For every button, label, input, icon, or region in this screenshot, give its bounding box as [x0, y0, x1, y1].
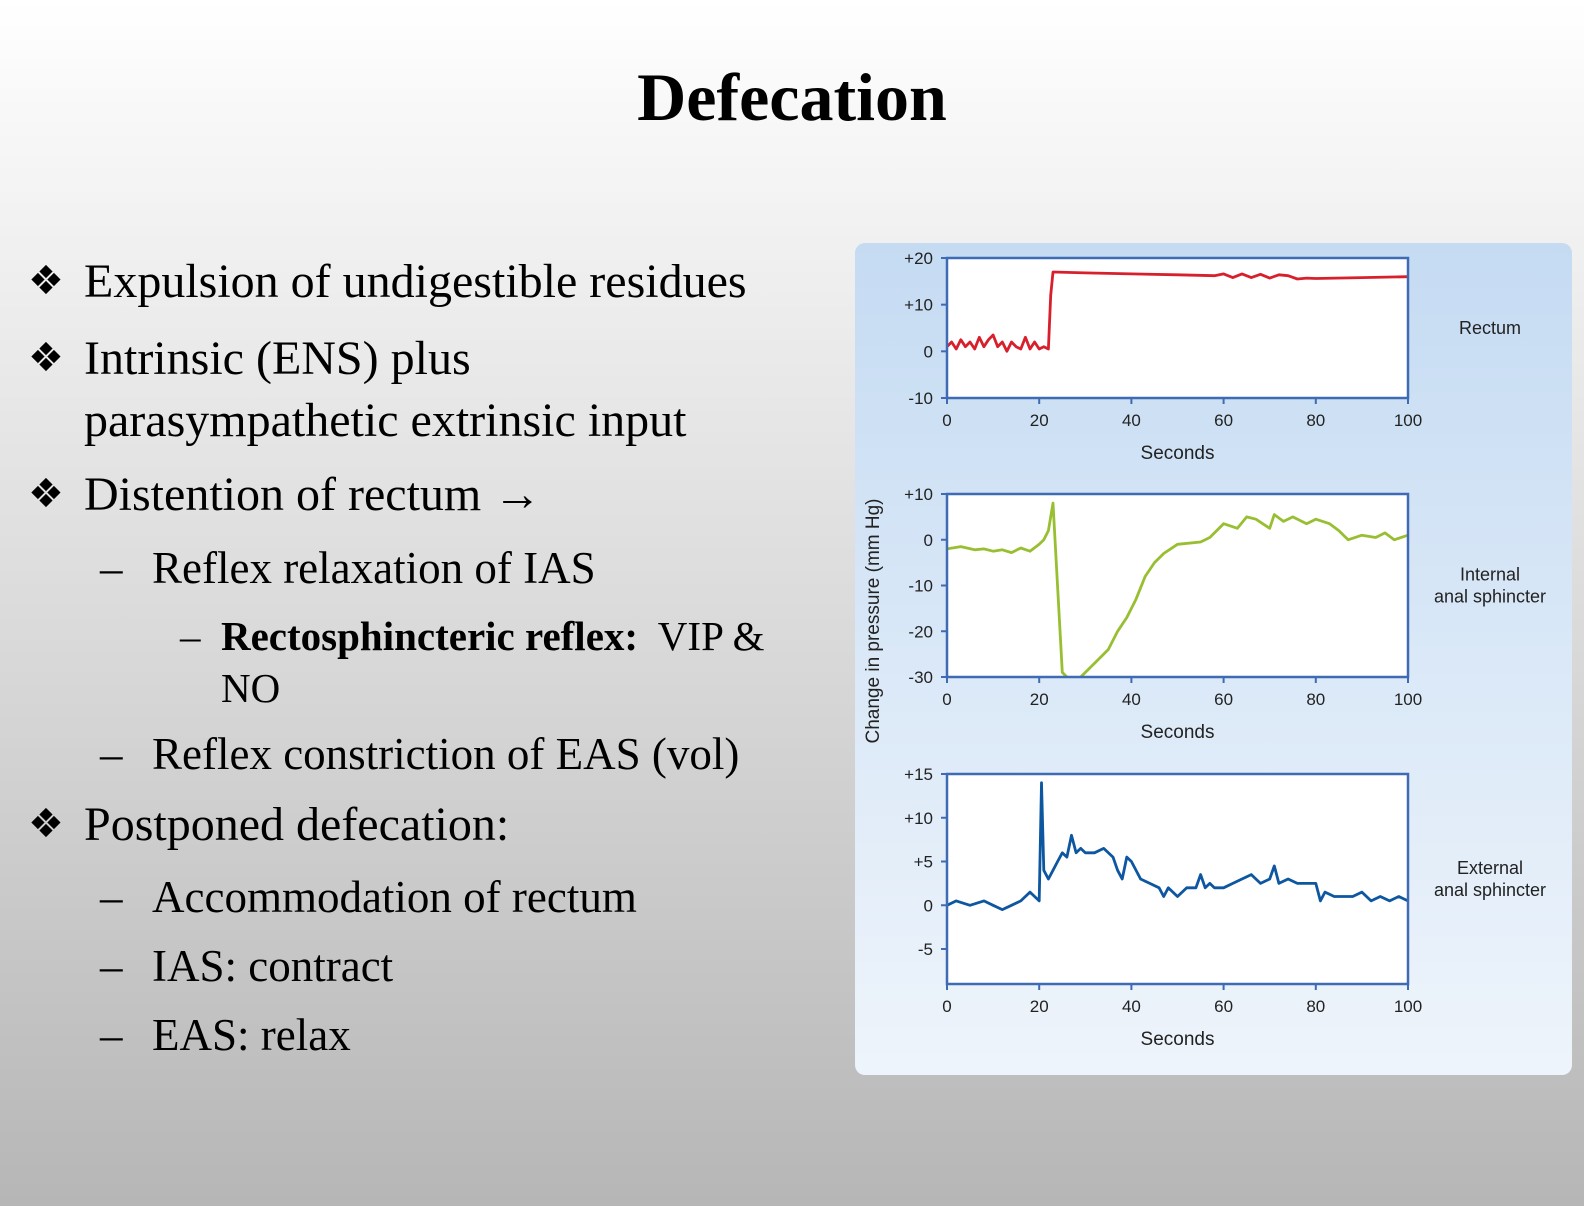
series-label: Internal anal sphincter	[1434, 565, 1546, 607]
dash-marker: –	[100, 729, 123, 779]
x-tick-label: 20	[1030, 411, 1049, 430]
y-tick-label: 0	[924, 531, 933, 550]
dash-marker: –	[180, 613, 201, 659]
bullet-text-continuation: parasympathetic extrinsic input	[84, 394, 687, 447]
x-tick-label: 100	[1394, 411, 1422, 430]
y-tick-label: +15	[904, 765, 933, 784]
series-label: External anal sphincter	[1434, 858, 1546, 900]
x-tick-label: 100	[1394, 997, 1422, 1016]
chart-panel-1: +10 0 -10 -20 -30 0 20 40 60 80 100 Seconds Internal…	[904, 485, 1546, 743]
x-tick-label: 40	[1122, 997, 1141, 1016]
dash-marker: –	[100, 543, 123, 593]
bullet-marker-icon: ❖	[28, 335, 64, 381]
x-tick-label: 20	[1030, 997, 1049, 1016]
chart-panel-2: +15 +10 +5 0 -5 0 20 40 60 80 100 Seconds External an…	[904, 765, 1546, 1050]
sub-bullet-text: EAS: relax	[152, 1010, 351, 1060]
x-tick-label: 80	[1306, 690, 1325, 709]
slide-title: Defecation	[637, 59, 947, 135]
series-line-rectum	[947, 270, 1408, 353]
x-tick-label: 80	[1306, 997, 1325, 1016]
y-tick-label: -20	[908, 622, 933, 641]
x-tick-label: 40	[1122, 690, 1141, 709]
y-tick-label: 0	[924, 342, 933, 361]
chart-panel-0: +20 +10 0 -10 0 20 40 60 80 100 Seconds Rectum	[904, 249, 1521, 464]
x-tick-label: 20	[1030, 690, 1049, 709]
dash-marker: –	[100, 1010, 123, 1060]
bullet-list: ❖ Expulsion of undigestible residues ❖ I…	[28, 255, 765, 1060]
dash-marker: –	[100, 941, 123, 991]
bullet-marker-icon: ❖	[28, 258, 64, 304]
plot-area	[947, 774, 1408, 984]
bullet-marker-icon: ❖	[28, 801, 64, 847]
x-axis-title: Seconds	[1141, 722, 1215, 743]
y-tick-label: -10	[908, 389, 933, 408]
series-line-internal	[947, 501, 1408, 677]
bold-term: Rectosphincteric reflex:	[221, 613, 639, 659]
plot-frame	[945, 256, 1410, 400]
x-tick-label: 60	[1214, 690, 1233, 709]
y-tick-label: -30	[908, 668, 933, 687]
y-tick-label: +10	[904, 485, 933, 504]
sub-bullet-text: Reflex relaxation of IAS	[152, 543, 596, 593]
plot-area	[947, 258, 1408, 398]
series-label: Rectum	[1459, 318, 1521, 338]
y-tick-label: +10	[904, 296, 933, 315]
sub-bullet-text: IAS: contract	[152, 941, 394, 991]
pressure-figure: Change in pressure (mm Hg) +20 +10 0 -10 0 20…	[855, 243, 1572, 1075]
x-tick-label: 100	[1394, 690, 1422, 709]
x-tick-label: 0	[942, 690, 951, 709]
bullet-text: Expulsion of undigestible residues	[84, 255, 747, 308]
y-axis-title: Change in pressure (mm Hg)	[863, 499, 884, 744]
sub-sub-bullet-continuation: NO	[221, 665, 281, 711]
bullet-text: Postponed defecation:	[84, 798, 510, 851]
x-tick-label: 0	[942, 411, 951, 430]
sub-sub-bullet-text: Rectosphincteric reflex: VIP &	[221, 612, 765, 660]
y-tick-label: 0	[924, 896, 933, 915]
plot-area	[947, 494, 1408, 677]
y-tick-label: +10	[904, 809, 933, 828]
x-tick-label: 60	[1214, 997, 1233, 1016]
dash-marker: –	[100, 872, 123, 922]
bullet-marker-icon: ❖	[28, 471, 64, 517]
sub-bullet-text: Reflex constriction of EAS (vol)	[152, 729, 740, 779]
y-tick-label: +5	[914, 853, 933, 872]
x-tick-label: 60	[1214, 411, 1233, 430]
plot-frame	[945, 772, 1410, 986]
sub-bullet-text: Accommodation of rectum	[152, 872, 637, 922]
x-axis-title: Seconds	[1141, 443, 1215, 464]
y-tick-label: -10	[908, 577, 933, 596]
x-tick-label: 40	[1122, 411, 1141, 430]
x-tick-label: 0	[942, 997, 951, 1016]
series-line-external	[947, 781, 1408, 911]
bullet-text: Intrinsic (ENS) plus	[84, 332, 471, 385]
x-axis-title: Seconds	[1141, 1029, 1215, 1050]
y-tick-label: +20	[904, 249, 933, 268]
y-tick-label: -5	[918, 940, 933, 959]
bullet-text: Distention of rectum →	[84, 468, 542, 521]
x-tick-label: 80	[1306, 411, 1325, 430]
sub-sub-bullet-rest: VIP &	[638, 613, 765, 659]
pressure-charts: Change in pressure (mm Hg) +20 +10 0 -10 0 20…	[863, 249, 1546, 1050]
